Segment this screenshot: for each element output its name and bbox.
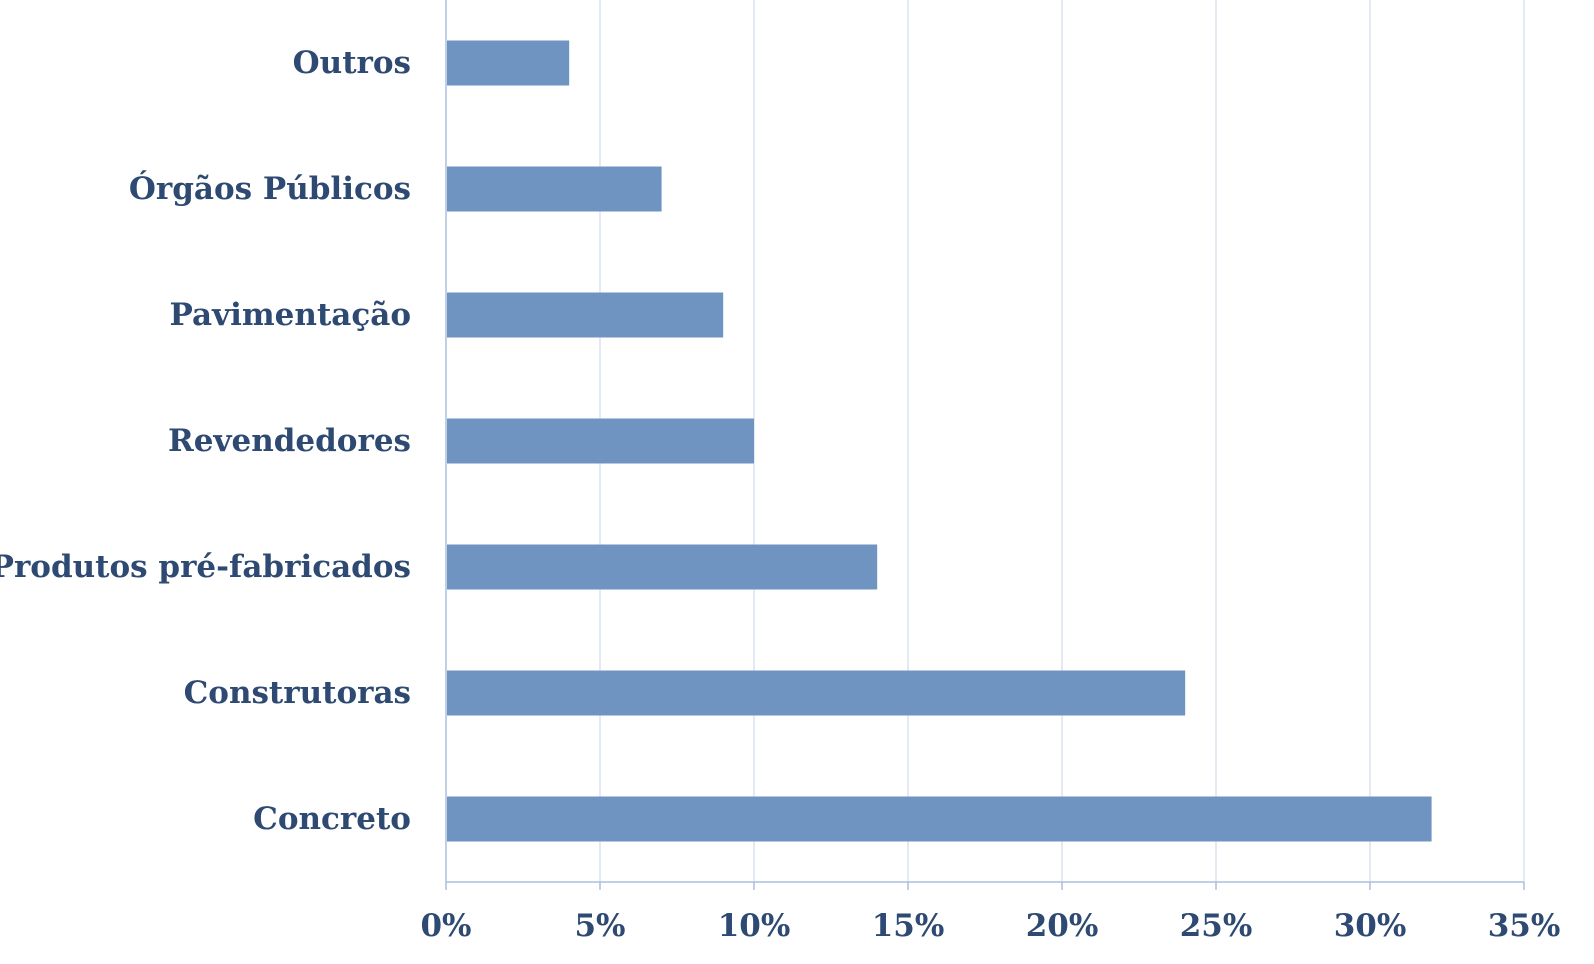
bar — [447, 544, 878, 590]
grid-lines — [599, 0, 1525, 882]
category-label: Concreto — [253, 801, 411, 837]
bars — [447, 40, 1432, 842]
bar — [447, 670, 1186, 716]
category-labels: Outros Órgãos Públicos Pavimentação Revende… — [0, 45, 411, 837]
bar — [447, 796, 1432, 842]
bar — [447, 40, 570, 86]
bar — [447, 292, 724, 338]
category-label: Construtoras — [184, 675, 411, 711]
x-tick-label: 0% — [420, 908, 471, 944]
x-tick-label: 15% — [872, 908, 945, 944]
x-tick-labels: 0% 5% 10% 15% 20% 25% 30% 35% — [420, 908, 1560, 944]
x-tick-label: 30% — [1334, 908, 1407, 944]
x-tick-label: 25% — [1180, 908, 1253, 944]
bar — [447, 418, 754, 464]
category-label: Revendedores — [168, 423, 411, 459]
category-label: Órgãos Públicos — [129, 169, 411, 207]
x-tick-label: 20% — [1026, 908, 1099, 944]
bar — [447, 166, 662, 212]
category-label: Pavimentação — [170, 297, 411, 333]
x-axis — [445, 0, 1525, 890]
x-tick-label: 35% — [1488, 908, 1561, 944]
category-label: Outros — [293, 45, 411, 81]
category-label: Produtos pré-fabricados — [0, 549, 411, 585]
x-tick-label: 5% — [574, 908, 625, 944]
x-tick-label: 10% — [718, 908, 791, 944]
